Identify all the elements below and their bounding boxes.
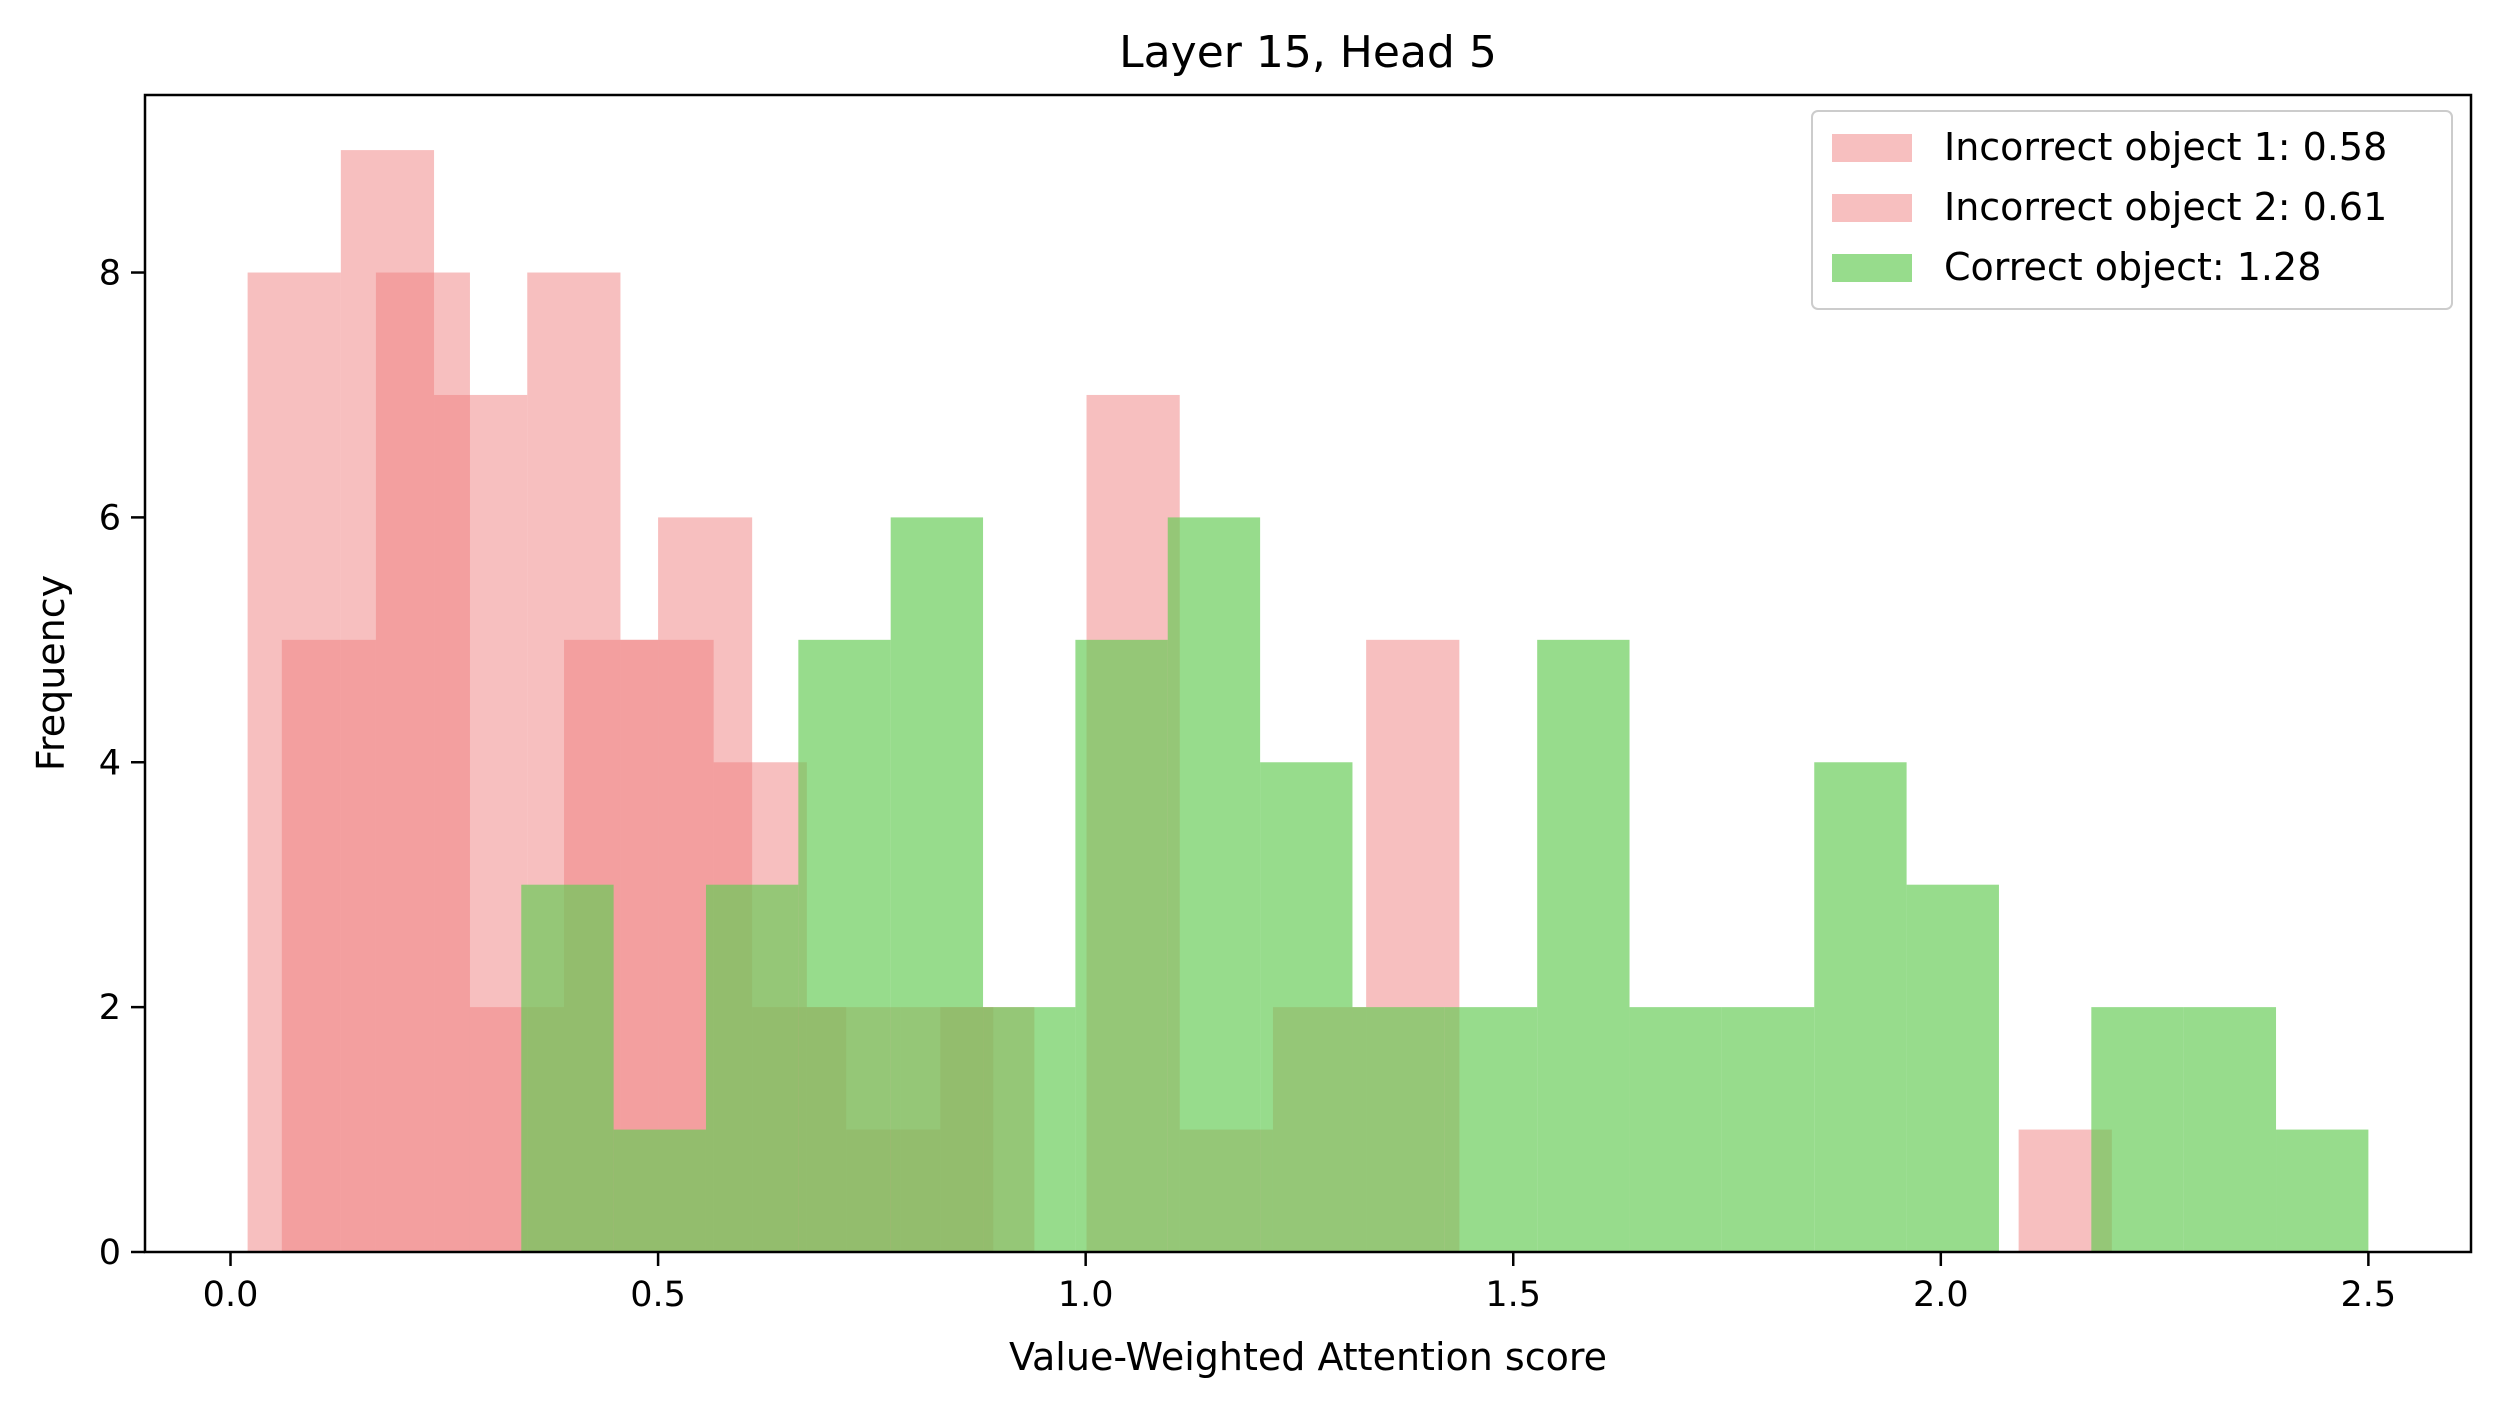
histogram-bar-series-3-bin-12 (1537, 639, 1630, 1252)
y-axis: 0 2 4 6 8 (99, 254, 145, 1273)
histogram-bar-series-3-bin-20 (2276, 1129, 2369, 1252)
histogram-bar-series-3-bin-1 (521, 884, 614, 1252)
legend-frame (1811, 110, 2453, 310)
y-axis-label: Frequency (29, 575, 73, 771)
histogram-bar-series-3-bin-15 (1814, 762, 1907, 1252)
legend-label-incorrect-1: Incorrect object 1: 0.58 (1944, 125, 2387, 169)
histogram-bars (247, 150, 2369, 1253)
legend: Incorrect object 1: 0.58 Incorrect objec… (1811, 110, 2453, 310)
y-tick-label: 6 (99, 498, 121, 538)
x-tick-label: 1.0 (1058, 1275, 1114, 1315)
y-tick-label: 0 (99, 1233, 121, 1273)
histogram-bar-series-3-bin-10 (1352, 1007, 1445, 1252)
x-tick-label: 1.5 (1485, 1275, 1541, 1315)
histogram-bar-series-3-bin-7 (1075, 639, 1168, 1252)
histogram-bar-series-2-bin-1 (281, 639, 376, 1252)
legend-swatch-correct (1832, 254, 1912, 282)
histogram-bar-series-3-bin-5 (890, 517, 984, 1252)
x-axis-label: Value-Weighted Attention score (1009, 1335, 1607, 1379)
legend-swatch-incorrect-1 (1832, 134, 1912, 162)
histogram-bar-series-3-bin-9 (1260, 762, 1353, 1252)
histogram-bar-series-3-bin-6 (983, 1007, 1076, 1252)
legend-label-correct: Correct object: 1.28 (1944, 245, 2321, 289)
y-tick-label: 4 (99, 743, 121, 783)
x-tick-label: 2.5 (2341, 1275, 2397, 1315)
histogram-bar-series-3-bin-16 (1906, 884, 1999, 1252)
histogram-bar-series-3-bin-2 (613, 1129, 706, 1252)
legend-swatch-incorrect-2 (1832, 194, 1912, 222)
histogram-bar-series-2-bin-2 (375, 272, 470, 1252)
x-tick-label: 0.5 (630, 1275, 686, 1315)
y-tick-label: 8 (99, 254, 121, 294)
chart-title: Layer 15, Head 5 (1119, 27, 1497, 78)
x-axis: 0.0 0.5 1.0 1.5 2.0 2.5 (203, 1252, 2397, 1315)
histogram-bar-series-3-bin-4 (798, 639, 891, 1252)
histogram-bar-series-3-bin-19 (2183, 1007, 2277, 1252)
histogram-bar-series-3-bin-13 (1629, 1007, 1722, 1252)
y-tick-label: 2 (99, 988, 121, 1028)
x-tick-label: 0.0 (203, 1275, 259, 1315)
histogram-bar-series-3-bin-3 (705, 884, 799, 1252)
legend-label-incorrect-2: Incorrect object 2: 0.61 (1944, 185, 2387, 229)
plot-frame (143, 93, 2473, 1254)
histogram-bar-series-3-bin-14 (1721, 1007, 1815, 1252)
histogram-bar-series-3-bin-11 (1444, 1007, 1538, 1252)
histogram-bar-series-3-bin-18 (2091, 1007, 2184, 1252)
histogram-bar-series-3-bin-8 (1167, 517, 1261, 1252)
x-tick-label: 2.0 (1913, 1275, 1969, 1315)
